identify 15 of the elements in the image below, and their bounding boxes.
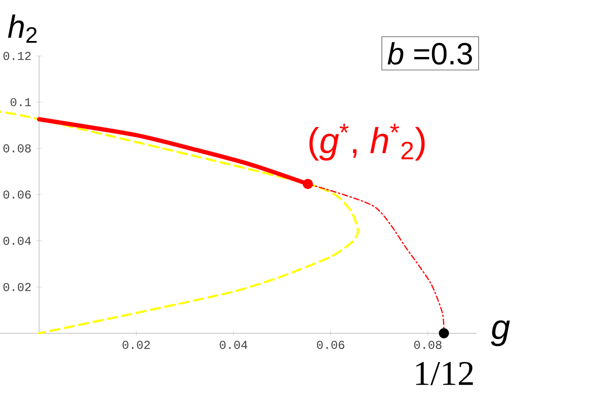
- annotation: (g$^{*}$, h$^{*}$$_{2}$): [309, 124, 425, 161]
- x-tick-label: 0.04: [220, 340, 248, 349]
- x-tick-label: 0.02: [122, 340, 150, 349]
- x-axis-title: g: [490, 320, 510, 346]
- annotation: 1/12: [416, 362, 473, 386]
- y-tick-label: 0.12: [3, 52, 31, 60]
- y-axis-title: h$_{2}$: [8, 14, 37, 43]
- x-tick-label: 0.06: [317, 340, 344, 349]
- y-tick-label: 0.1: [10, 98, 31, 106]
- x-tick-label: 0.08: [414, 340, 442, 349]
- y-tick-label: 0.04: [3, 236, 31, 245]
- y-tick-label: 0.06: [3, 190, 31, 199]
- y-tick-label: 0.02: [3, 282, 31, 292]
- annotation: b =0.3: [388, 42, 472, 65]
- y-tick-label: 0.08: [3, 144, 31, 152]
